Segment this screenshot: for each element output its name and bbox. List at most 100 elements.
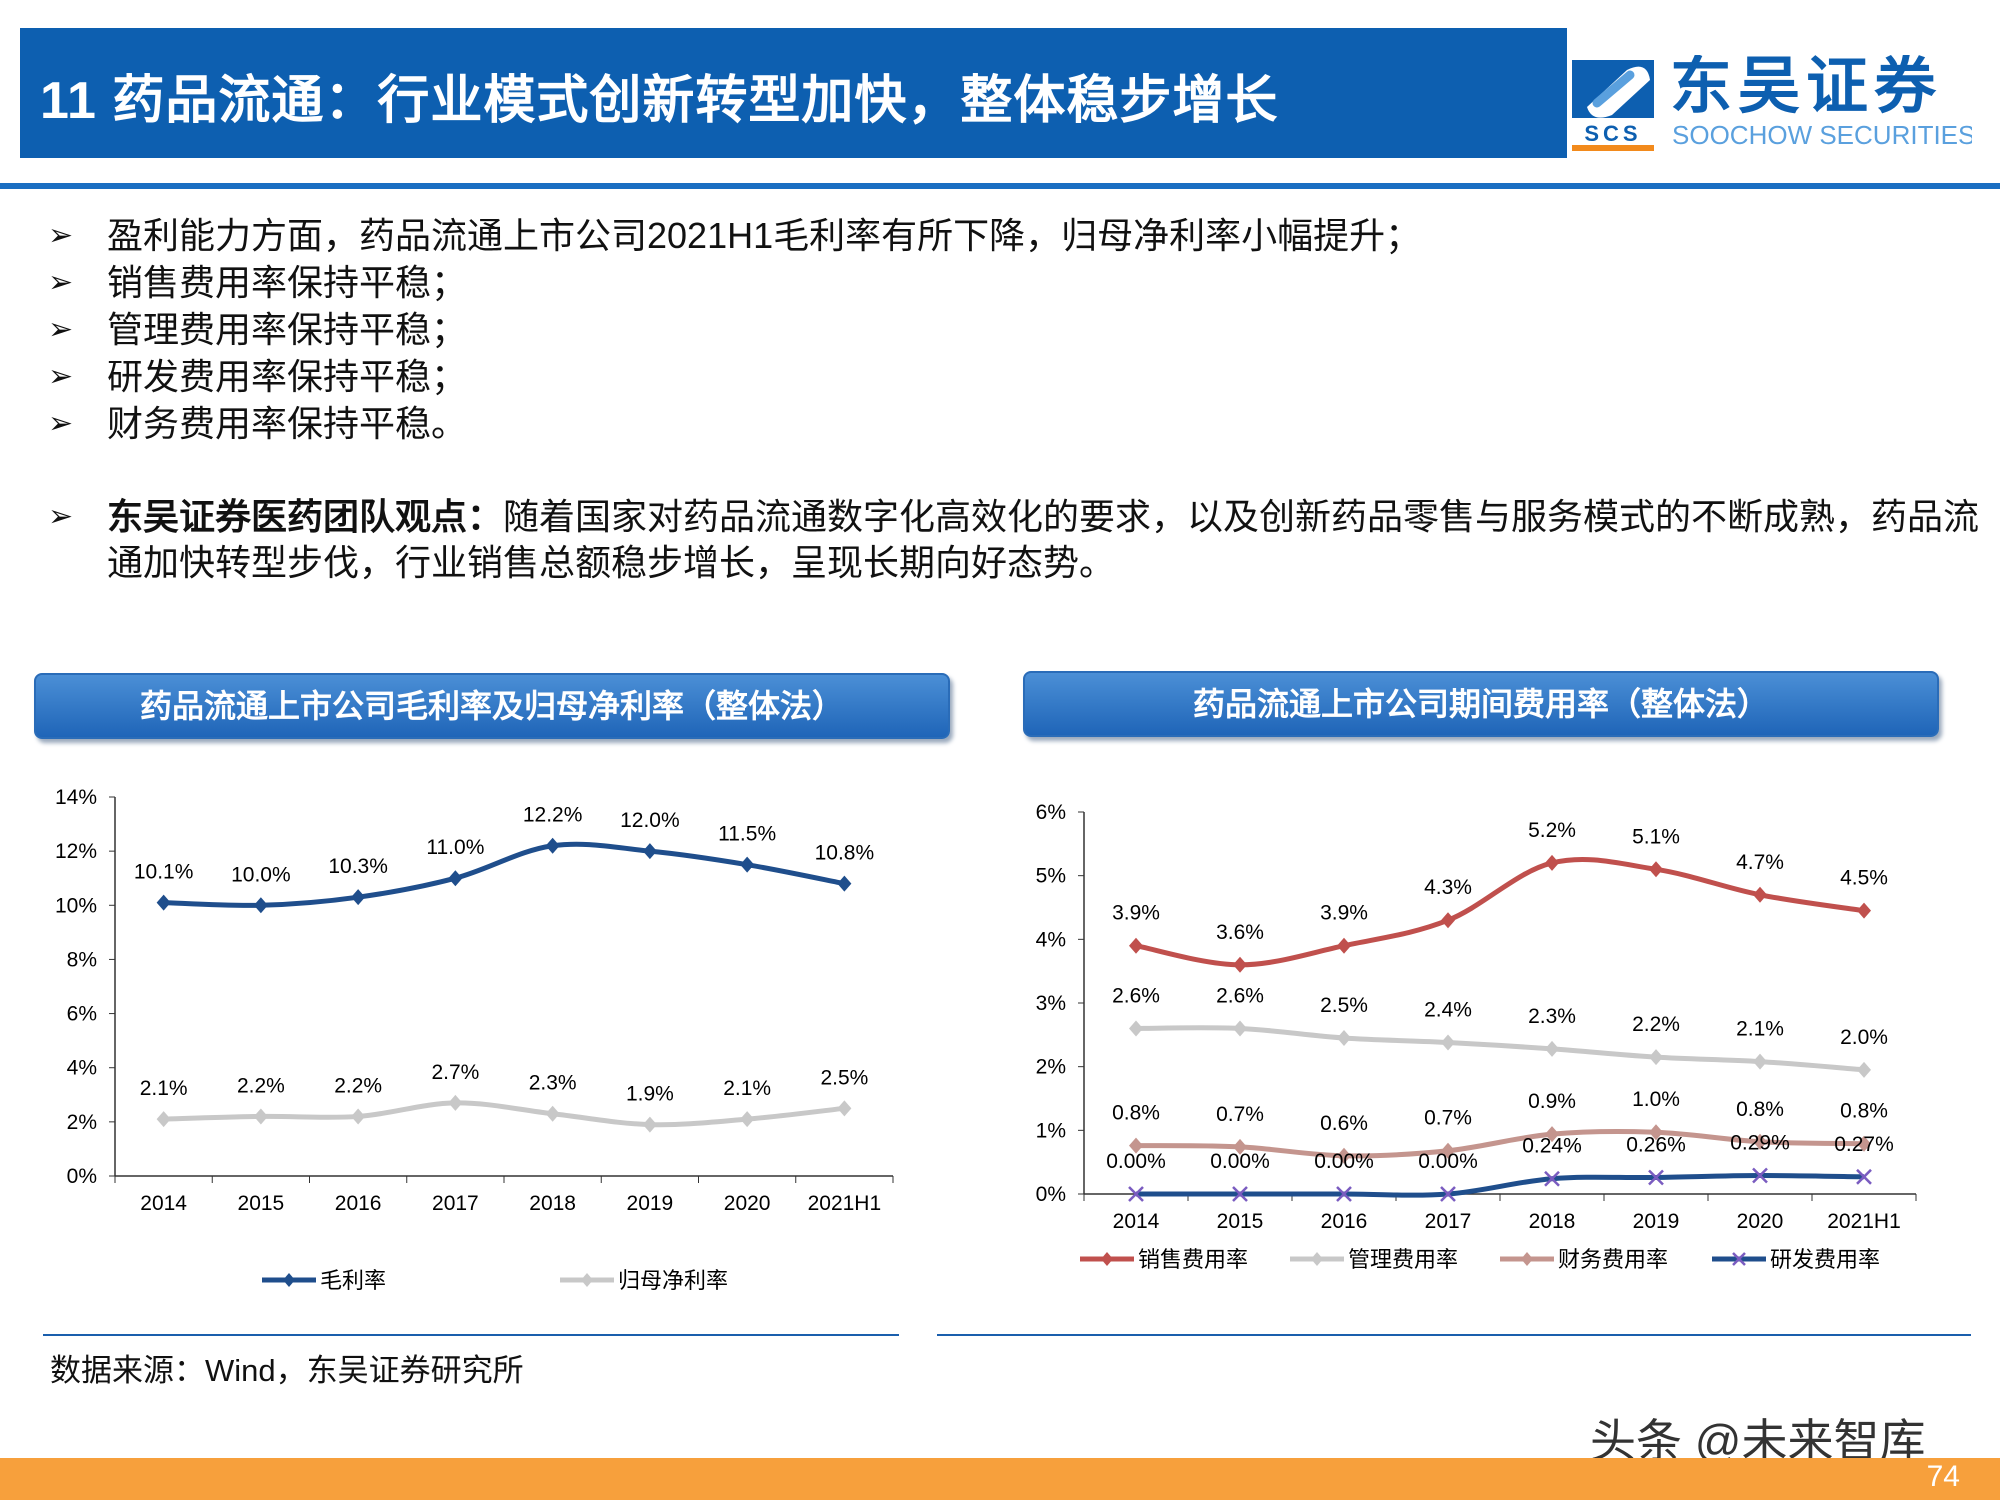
data-point [253, 1108, 268, 1125]
data-point [545, 837, 560, 854]
x-tick-label: 2018 [529, 1192, 576, 1215]
data-point [1337, 937, 1351, 954]
data-label: 11.5% [718, 823, 776, 846]
legend-label: 毛利率 [320, 1268, 386, 1293]
y-tick-label: 6% [1036, 801, 1066, 824]
y-tick-label: 12% [55, 840, 97, 863]
y-tick-label: 6% [67, 1003, 97, 1026]
data-label: 10.8% [815, 842, 875, 865]
data-label: 2.5% [1320, 994, 1368, 1017]
y-tick-label: 0% [67, 1165, 97, 1188]
data-label: 2.2% [334, 1074, 382, 1097]
data-point [642, 1116, 657, 1133]
data-label: 3.9% [1112, 902, 1160, 925]
series-line-毛利率 [163, 841, 845, 908]
source-note: 数据来源：Wind，东吴证券研究所 [50, 1353, 524, 1388]
data-label: 2.2% [1632, 1013, 1680, 1036]
data-point [1752, 1167, 1768, 1184]
data-label: 4.3% [1424, 876, 1472, 899]
y-tick-label: 14% [55, 786, 97, 809]
legend-marker [581, 1273, 593, 1287]
data-point [1233, 1020, 1247, 1037]
y-tick-label: 4% [1036, 928, 1066, 951]
data-label: 10.0% [231, 863, 291, 886]
data-point [1441, 1034, 1455, 1051]
data-point [1545, 1126, 1559, 1143]
data-label: 4.7% [1736, 851, 1784, 874]
data-label: 0.27% [1834, 1133, 1894, 1156]
data-label: 3.9% [1320, 902, 1368, 925]
data-point [1233, 956, 1247, 973]
data-label: 0.00% [1210, 1150, 1270, 1173]
series-line-管理费用率 [1135, 1025, 1865, 1073]
data-label: 10.1% [134, 861, 194, 884]
data-point [837, 1100, 852, 1117]
data-point [545, 1105, 560, 1122]
x-tick-label: 2016 [1321, 1210, 1368, 1233]
y-tick-label: 2% [67, 1111, 97, 1134]
x-tick-label: 2019 [627, 1192, 674, 1215]
data-label: 12.0% [620, 809, 680, 832]
legend-marker [1101, 1252, 1113, 1266]
data-point [1648, 1169, 1664, 1186]
legend-marker [1521, 1252, 1533, 1266]
divider-line [937, 1334, 1971, 1336]
data-label: 2.5% [820, 1066, 868, 1089]
divider-line [43, 1334, 899, 1336]
x-tick-label: 2020 [724, 1192, 771, 1215]
chart-1-title: 药品流通上市公司毛利率及归母净利率（整体法） [34, 673, 950, 739]
arrow-bullet-icon: ➢ [48, 313, 74, 346]
data-label: 0.9% [1528, 1090, 1576, 1113]
data-point [1129, 937, 1143, 954]
legend-label: 财务费用率 [1558, 1247, 1668, 1272]
data-label: 0.00% [1106, 1150, 1166, 1173]
data-label: 0.6% [1320, 1112, 1368, 1135]
page-title: 11 药品流通：行业模式创新转型加快，整体稳步增长 [40, 72, 1279, 130]
data-point [1232, 1186, 1248, 1202]
legend-label: 归母净利率 [618, 1268, 728, 1293]
logo-mark-icon: SCS 东吴证券 SOOCHOW SECURITIES [1572, 52, 1975, 151]
data-label: 2.1% [1736, 1018, 1784, 1041]
data-point [1856, 1168, 1872, 1185]
y-tick-label: 10% [55, 894, 97, 917]
arrow-bullet-icon: ➢ [48, 360, 74, 393]
data-point [1649, 1049, 1663, 1066]
data-label: 0.8% [1840, 1100, 1888, 1123]
data-label: 0.00% [1418, 1150, 1478, 1173]
x-tick-label: 2018 [1529, 1210, 1576, 1233]
expense-chart: 0% 1% 2% 3% 4% 5% 6% 2014 2015 2016 2017 2018 2019 20… [1036, 801, 1917, 1272]
x-tick-label: 2014 [140, 1192, 187, 1215]
data-point [740, 856, 755, 873]
data-label: 0.8% [1736, 1098, 1784, 1121]
data-point [1233, 1138, 1247, 1155]
series-line-研发费用率 [1136, 1173, 1865, 1198]
data-point [156, 894, 171, 911]
data-point [1129, 1137, 1143, 1154]
arrow-bullet-icon: ➢ [48, 407, 74, 440]
data-point [1753, 1053, 1767, 1070]
opinion-text: 随着国家对药品流通数字化高效化的要求，以及创新药品零售与服务模式的不断成熟，药品… [107, 496, 1980, 583]
data-label: 2.3% [1528, 1005, 1576, 1028]
data-label: 0.24% [1522, 1135, 1582, 1158]
data-label: 2.1% [723, 1077, 771, 1100]
y-tick-label: 2% [1036, 1056, 1066, 1079]
data-point [351, 1108, 366, 1125]
data-label: 2.4% [1424, 998, 1472, 1021]
legend-marker [1732, 1252, 1746, 1266]
legend-label: 研发费用率 [1770, 1247, 1880, 1272]
series-line-归母净利率 [163, 1100, 845, 1128]
data-point [1649, 861, 1663, 878]
data-label: 2.2% [237, 1074, 285, 1097]
y-tick-label: 5% [1036, 865, 1066, 888]
x-tick-label: 2019 [1633, 1210, 1680, 1233]
data-point [1441, 912, 1455, 929]
data-label: 1.0% [1632, 1088, 1680, 1111]
data-label: 12.2% [523, 804, 583, 827]
x-tick-label: 2017 [1425, 1210, 1472, 1233]
opinion-label: 东吴证券医药团队观点： [107, 496, 504, 537]
data-label: 5.1% [1632, 825, 1680, 848]
data-point [1337, 1030, 1351, 1047]
x-tick-label: 2021H1 [1827, 1210, 1901, 1233]
data-point [1337, 1147, 1351, 1164]
data-point [1441, 1142, 1455, 1159]
